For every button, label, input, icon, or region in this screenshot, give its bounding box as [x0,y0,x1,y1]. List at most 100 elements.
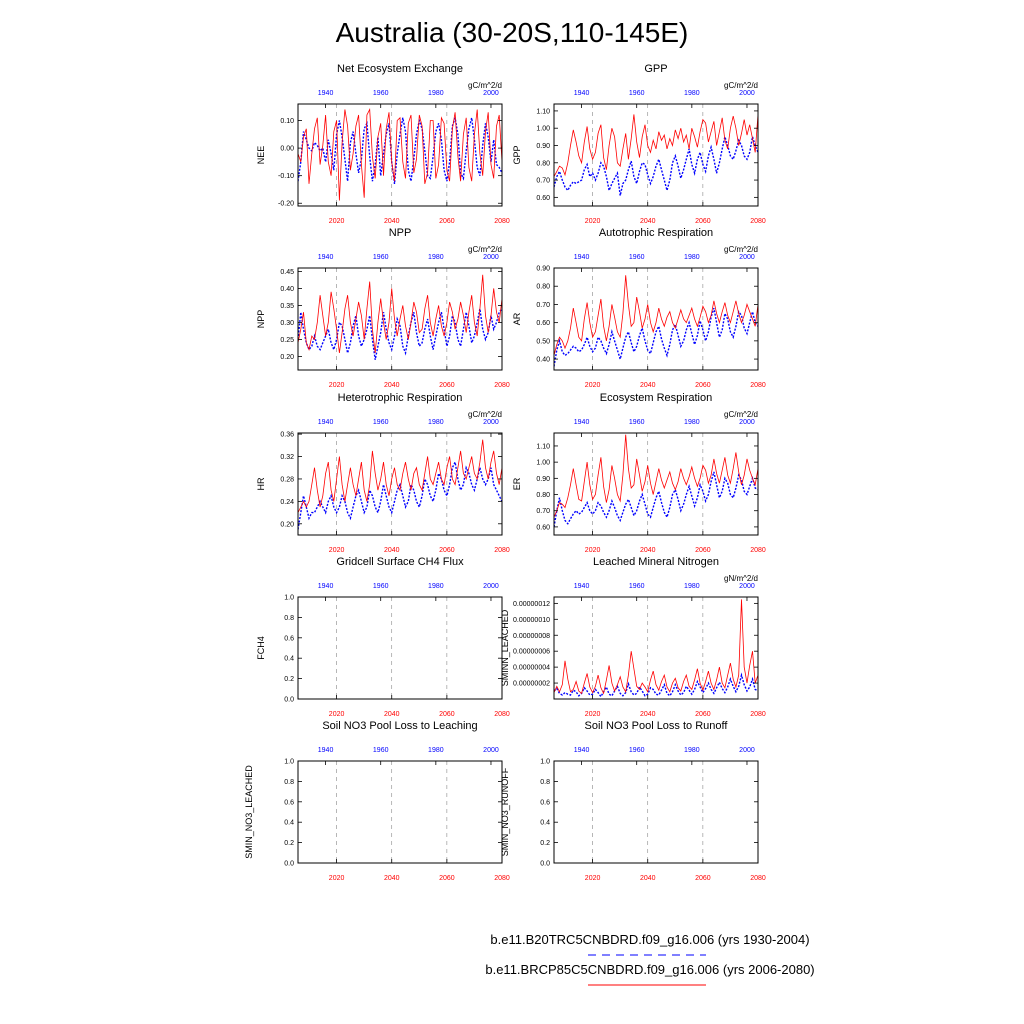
x-tick-label-top: 1980 [428,583,444,590]
y-tick-label: 0.00000002 [513,681,550,688]
x-tick-label-top: 1960 [373,90,389,97]
x-tick-label-bottom: 2080 [750,711,766,718]
x-tick-label-top: 2000 [483,583,499,590]
x-tick-label-top: 1940 [574,419,590,426]
x-tick-label-bottom: 2020 [329,382,345,389]
x-tick-label-top: 1980 [428,254,444,261]
x-tick-label-top: 1960 [629,254,645,261]
y-tick-label: 0.2 [284,676,294,683]
y-axis-label: SMIN_NO3_LEACHED [244,765,254,859]
y-tick-label: 0.00000004 [513,665,550,672]
series-line-future [298,274,502,354]
chart-panel-smin-no3-leached: Soil NO3 Pool Loss to Leaching SMIN_NO3_L… [244,720,510,882]
x-tick-label-top: 1940 [318,747,334,754]
x-tick-label-bottom: 2020 [585,547,601,554]
y-tick-label: 0.00000008 [513,633,550,640]
chart-title: NPP [389,227,412,239]
y-tick-label: 0.35 [280,303,294,310]
y-tick-label: 0.60 [536,320,550,327]
plot-frame [553,596,759,700]
y-tick-label: 0.2 [284,840,294,847]
chart-panel-nee: Net Ecosystem Exchange gC/m^2/d NEE -0.20 -0… [256,63,510,225]
y-tick-label: 0.70 [536,302,550,309]
y-tick-label: 0.80 [536,284,550,291]
y-axis-label: SMIN_NO3_RUNOFF [500,767,510,856]
y-axis-label: FCH4 [256,636,266,660]
x-tick-label-bottom: 2080 [750,875,766,882]
units-label: gC/m^2/d [724,245,758,254]
y-axis-label: GPP [512,145,522,164]
y-tick-label: 0.90 [536,266,550,273]
x-tick-label-top: 1940 [574,583,590,590]
x-tick-label-top: 1940 [318,254,334,261]
y-tick-label: 0.60 [536,195,550,202]
x-tick-label-bottom: 2080 [750,218,766,225]
y-tick-label: 0.40 [280,286,294,293]
x-tick-label-bottom: 2040 [640,218,656,225]
x-tick-label-bottom: 2020 [585,875,601,882]
units-label: gC/m^2/d [724,410,758,419]
y-tick-label: 0.40 [536,357,550,364]
y-tick-label: 0.90 [536,476,550,483]
plot-frame [297,760,503,864]
x-tick-label-bottom: 2060 [439,382,455,389]
x-tick-label-top: 1980 [428,419,444,426]
chart-title: GPP [644,63,667,75]
x-tick-label-bottom: 2080 [750,382,766,389]
series-line-future [554,114,758,177]
chart-title: Leached Mineral Nitrogen [593,556,719,568]
x-tick-label-bottom: 2060 [695,218,711,225]
y-tick-label: 0.4 [284,820,294,827]
plot-frame [553,103,759,207]
y-tick-label: 1.0 [540,759,550,766]
x-tick-label-bottom: 2020 [585,218,601,225]
x-tick-label-top: 2000 [483,90,499,97]
chart-panel-er: Ecosystem Respiration gC/m^2/d ER 0.60 0.70 0… [512,392,766,554]
y-tick-label: 0.20 [280,354,294,361]
x-tick-label-top: 1940 [318,583,334,590]
y-axis-label: AR [512,312,522,325]
y-tick-label: 0.10 [280,118,294,125]
x-tick-label-top: 2000 [483,747,499,754]
x-tick-label-top: 2000 [739,747,755,754]
y-tick-label: -0.20 [278,201,294,208]
legend-label-historical: b.e11.B20TRC5CNBDRD.f09_g16.006 (yrs 193… [490,932,809,947]
x-tick-label-bottom: 2080 [494,711,510,718]
plot-frame [297,596,503,700]
x-tick-label-bottom: 2020 [329,711,345,718]
y-tick-label: 1.10 [536,108,550,115]
x-tick-label-bottom: 2040 [640,382,656,389]
plot-frame [553,267,759,371]
series-line-future [554,434,758,518]
x-tick-label-top: 2000 [483,254,499,261]
x-tick-label-top: 1980 [684,254,700,261]
y-tick-label: 0.45 [280,269,294,276]
x-tick-label-bottom: 2080 [494,875,510,882]
x-tick-label-top: 1960 [629,90,645,97]
series-line-historical [298,117,502,184]
plot-frame [553,760,759,864]
x-tick-label-bottom: 2060 [695,547,711,554]
y-tick-label: 1.10 [536,443,550,450]
chart-panel-gpp: GPP gC/m^2/d GPP 0.60 0.70 0.80 0.90 1.00 1.10 20… [512,63,766,225]
legend-label-future: b.e11.BRCP85C5CNBDRD.f09_g16.006 (yrs 20… [485,962,814,977]
units-label: gC/m^2/d [468,81,502,90]
chart-panel-npp: NPP gC/m^2/d NPP 0.20 0.25 0.30 0.35 0.40 0.45 20… [256,227,510,389]
x-tick-label-bottom: 2040 [384,875,400,882]
x-tick-label-bottom: 2060 [439,547,455,554]
y-tick-label: 0.25 [280,337,294,344]
chart-panel-ar: Autotrophic Respiration gC/m^2/d AR 0.40 0.5… [512,227,766,389]
x-tick-label-bottom: 2040 [640,875,656,882]
x-tick-label-bottom: 2040 [384,547,400,554]
x-tick-label-top: 1960 [629,747,645,754]
x-tick-label-top: 2000 [739,419,755,426]
x-tick-label-top: 1960 [373,583,389,590]
x-tick-label-bottom: 2020 [329,218,345,225]
x-tick-label-top: 2000 [483,419,499,426]
x-tick-label-top: 1960 [373,254,389,261]
chart-title: Soil NO3 Pool Loss to Runoff [585,720,729,732]
y-axis-label: NPP [256,310,266,329]
units-label: gC/m^2/d [468,410,502,419]
y-axis-label: ER [512,477,522,490]
